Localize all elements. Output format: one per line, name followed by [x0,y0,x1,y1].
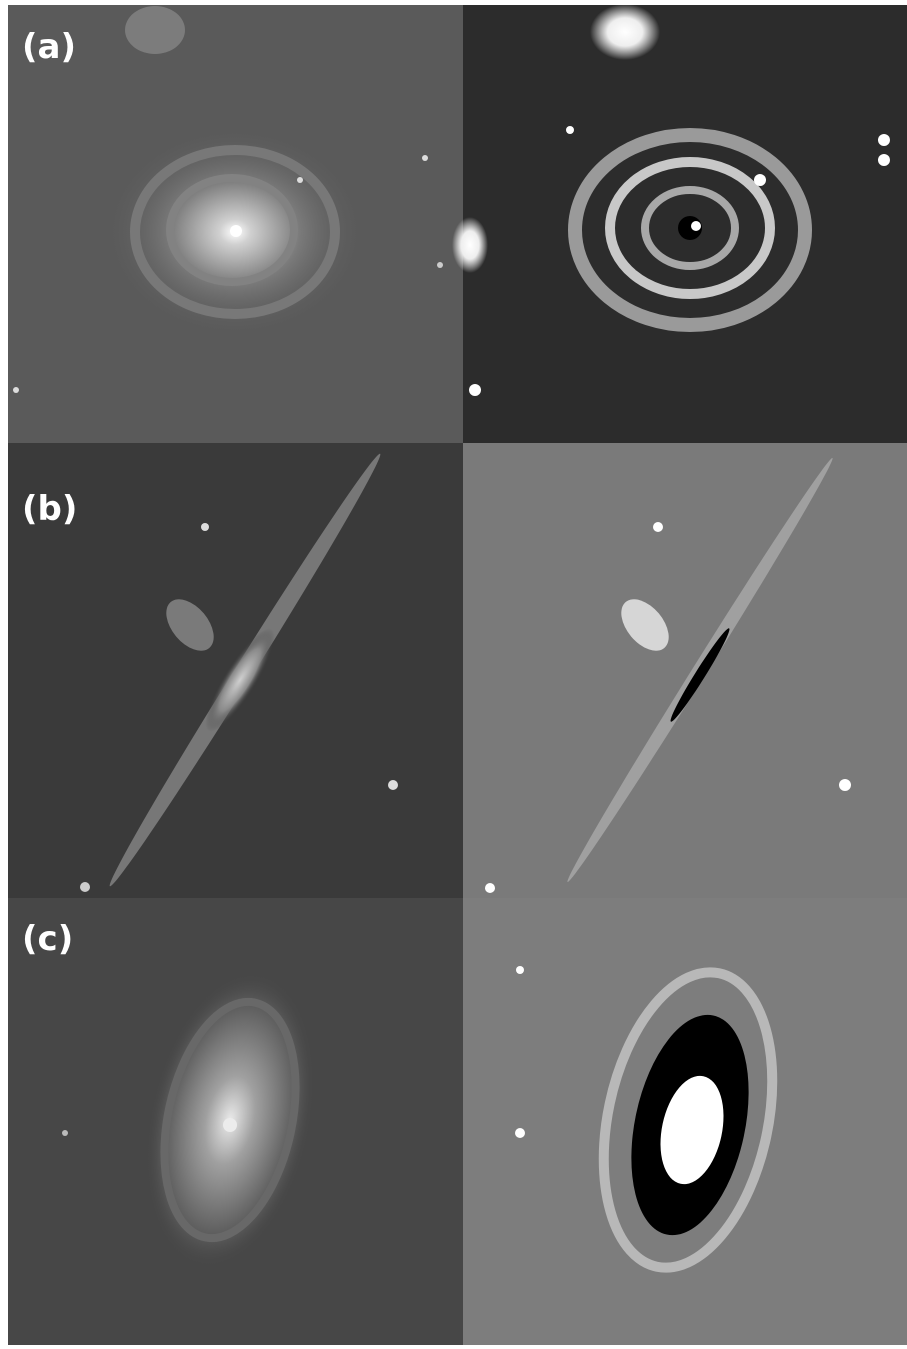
star [754,174,766,186]
panel-c [8,898,907,1345]
star [437,262,443,268]
panel-label: (a) [22,27,76,67]
core [223,1118,237,1132]
galaxy [125,6,185,54]
star [878,134,890,146]
star [516,966,524,974]
star [515,1128,525,1138]
page: {"panels": [{"label": "(a)"}, {"label": … [0,0,907,1349]
star [653,522,663,532]
star [469,384,481,396]
panel-label: (c) [22,919,73,959]
star [566,126,574,134]
star [80,882,90,892]
star [13,387,19,393]
star [590,4,660,60]
star [201,523,209,531]
core [691,221,701,231]
star [485,883,495,893]
star [388,780,398,790]
star [422,155,428,161]
figure: (a) (b) (c) [0,0,907,1349]
core [230,225,242,237]
star [62,1130,68,1136]
image-right [463,443,907,898]
star [878,154,890,166]
star [452,217,488,273]
star [839,779,851,791]
panel-b [8,443,907,898]
panel-a [8,4,907,443]
star [297,177,303,183]
panel-label: (b) [22,489,77,529]
